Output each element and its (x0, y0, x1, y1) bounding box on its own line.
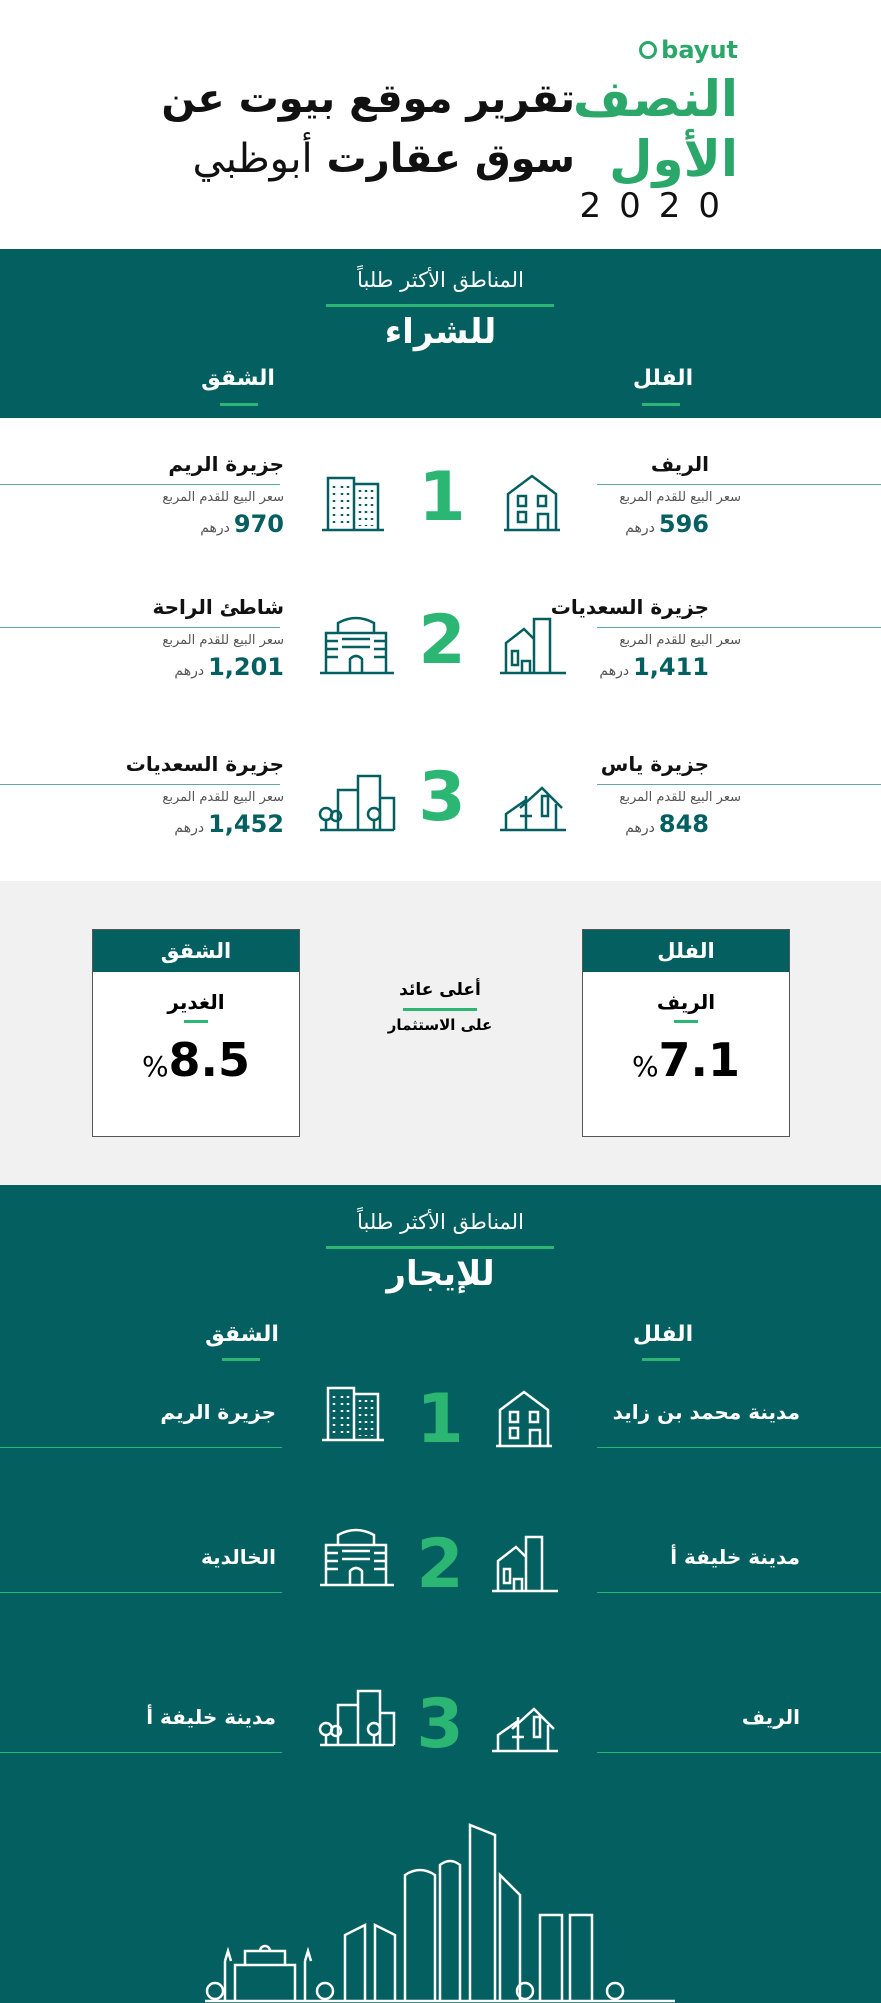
buy-section-header (0, 249, 881, 418)
roi-apartment-card: الشقق الغدير %8.5 (92, 929, 300, 1137)
tower-icon (322, 1386, 384, 1442)
price-label: سعر البيع للقدم المربع (162, 633, 284, 648)
rent-apartment-area-name: مدينة خليفة أ (146, 1705, 276, 1729)
house-icon (504, 474, 560, 532)
skyline-illustration (205, 1823, 675, 2003)
villa-area-name: جزيرة ياس (600, 752, 709, 776)
villas-heading: الفلل (632, 366, 694, 391)
year: 2020 (579, 186, 738, 226)
villa-price: 596درهم (625, 510, 709, 538)
rent-apartment-area-name: جزيرة الريم (160, 1400, 276, 1424)
villa-area-name: الريف (650, 452, 709, 476)
home-icon (639, 41, 658, 59)
villa-area-name: جزيرة السعديات (550, 595, 709, 619)
apartment-area-name: جزيرة الريم (168, 452, 284, 476)
rent-villa-area-name: مدينة خليفة أ (670, 1545, 800, 1569)
villa2-icon (492, 1535, 558, 1593)
apartment-price: 1,201درهم (174, 653, 284, 681)
rent-subtitle: المناطق الأكثر طلباً (357, 1210, 524, 1234)
half-label: النصف (572, 70, 738, 128)
rent-villa-area-name: الريف (741, 1705, 800, 1729)
price-label: سعر البيع للقدم المربع (619, 790, 741, 805)
villa-price: 848درهم (625, 810, 709, 838)
bayut-logo: bayut (639, 36, 738, 64)
roi-title-line2: على الاستثمار (387, 1016, 493, 1034)
rank-number: 3 (416, 1685, 464, 1764)
price-label: سعر البيع للقدم المربع (162, 790, 284, 805)
villa3-icon (500, 786, 566, 832)
first-label: الأول (609, 130, 738, 188)
price-label: سعر البيع للقدم المربع (162, 490, 284, 505)
buy-title: للشراء (384, 312, 497, 352)
apartment-area-name: جزيرة السعديات (125, 752, 284, 776)
rent-apartment-area-name: الخالدية (201, 1545, 276, 1569)
dome-icon (320, 616, 394, 675)
rent-villas-heading: الفلل (632, 1322, 694, 1347)
rent-title: للإيجار (386, 1254, 495, 1294)
rank-number: 1 (418, 458, 466, 537)
rent-villa-area-name: مدينة محمد بن زايد (612, 1400, 800, 1424)
towers-icon (318, 1689, 396, 1747)
price-label: سعر البيع للقدم المربع (619, 490, 741, 505)
apartment-price: 1,452درهم (174, 810, 284, 838)
apartments-heading: الشقق (201, 366, 275, 391)
villa-price: 1,411درهم (599, 653, 709, 681)
apartment-area-name: شاطئ الراحة (152, 595, 284, 619)
rent-apartments-heading: الشقق (205, 1322, 279, 1347)
rank-number: 3 (418, 758, 466, 837)
rank-number: 1 (416, 1380, 464, 1459)
roi-villa-card: الفلل الريف %7.1 (582, 929, 790, 1137)
towers-icon (318, 774, 396, 832)
tower-icon (322, 476, 384, 532)
buy-subtitle: المناطق الأكثر طلباً (357, 268, 524, 292)
villa3-icon (492, 1707, 558, 1753)
page-title: تقرير موقع بيوت عن (161, 76, 575, 122)
house-icon (496, 1390, 552, 1448)
apartment-price: 970درهم (200, 510, 284, 538)
roi-title: أعلى عائد (399, 980, 481, 1000)
villa2-icon (500, 617, 566, 675)
page-title-line2: سوق عقارت أبوظبي (192, 136, 575, 182)
rank-number: 2 (416, 1525, 464, 1604)
dome-icon (320, 1528, 394, 1587)
rank-number: 2 (418, 601, 466, 680)
price-label: سعر البيع للقدم المربع (619, 633, 741, 648)
